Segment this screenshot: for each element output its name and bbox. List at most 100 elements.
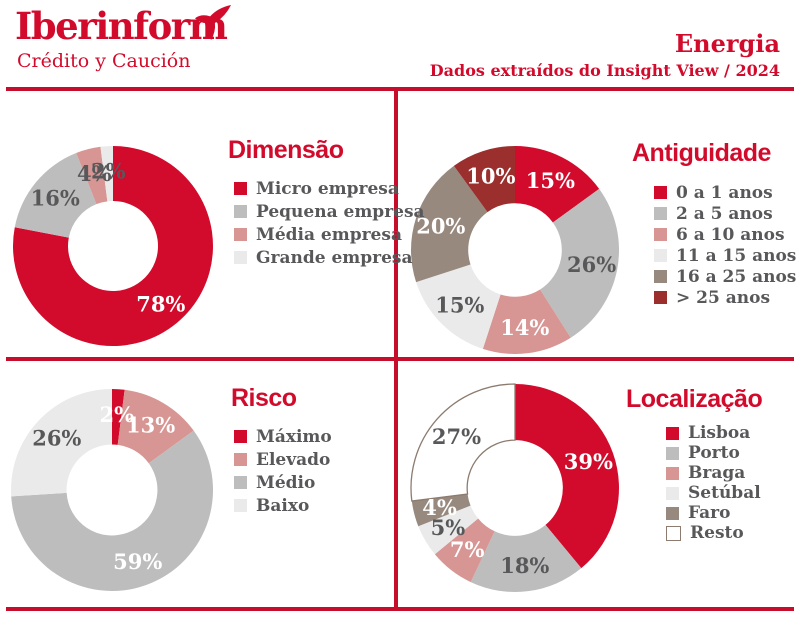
slice-value-label: 26% [32, 426, 81, 451]
donut-slice--25-anos [453, 146, 515, 213]
legend-label: 6 a 10 anos [676, 224, 785, 245]
slice-value-label: 15% [435, 293, 484, 318]
legend-swatch [654, 291, 667, 304]
legend-label: Elevado [256, 449, 331, 470]
legend-label: 11 a 15 anos [676, 245, 796, 266]
legend-label: 2 a 5 anos [676, 203, 773, 224]
legend-label: Porto [688, 443, 740, 463]
donut-slice-m-dio [11, 430, 214, 591]
divider-vertical [394, 91, 398, 607]
slice-value-label: 2% [100, 402, 135, 427]
legend-item: Grande empresa [234, 246, 425, 269]
legend-label: Médio [256, 472, 316, 493]
donut-slice-0-a-1-anos [515, 146, 600, 223]
risco-donut-chart: 2%13% 59% 26% [11, 389, 214, 591]
slice-value-label: 5% [431, 515, 466, 540]
legend-label: 0 a 1 anos [676, 182, 773, 203]
legend-item: > 25 anos [654, 287, 796, 308]
sector-title: Energia [674, 29, 780, 58]
divider-top [6, 87, 794, 91]
legend-swatch [234, 251, 247, 264]
legend-item: 0 a 1 anos [654, 182, 796, 203]
legend-label: > 25 anos [676, 287, 771, 308]
slice-value-label: 2% [91, 159, 126, 184]
legend-swatch [234, 476, 247, 489]
donut-slice-micro-empresa [12, 146, 213, 346]
legend-item: 2 a 5 anos [654, 203, 796, 224]
donut-slice-m-dia-empresa [76, 146, 108, 205]
slice-value-label: 4% [77, 161, 112, 186]
legend-swatch [654, 228, 667, 241]
legend-item: Elevado [234, 448, 332, 471]
donut-slice-faro [411, 494, 471, 527]
legend-item: Setúbal [666, 483, 761, 503]
legend-item: Média empresa [234, 223, 425, 246]
legend-item: Faro [666, 503, 761, 523]
legend-label: Máximo [256, 426, 332, 447]
antiguidade-donut-chart: 15% 26% 14% 15% 20%10% [410, 146, 620, 355]
slice-value-label: 59% [113, 549, 162, 574]
divider-bottom [6, 607, 794, 611]
legend-swatch [666, 525, 681, 541]
legend-label: Setúbal [688, 483, 761, 503]
legend-localizacao: Lisboa Porto Braga Setúbal Faro Resto [666, 423, 761, 543]
legend-item: Médio [234, 471, 332, 494]
divider-middle [6, 357, 794, 361]
iberinform-bird-icon [194, 4, 232, 41]
legend-swatch [666, 486, 679, 500]
legend-swatch [234, 499, 247, 512]
donut-slice-2-a-5-anos [540, 188, 620, 338]
legend-item: Lisboa [666, 423, 761, 443]
legend-label: Baixo [256, 495, 310, 516]
legend-swatch [666, 466, 679, 480]
legend-swatch [654, 249, 667, 262]
legend-item: Baixo [234, 494, 332, 517]
legend-item: Porto [666, 443, 761, 463]
slice-value-label: 7% [450, 537, 485, 562]
legend-label: Grande empresa [256, 247, 413, 268]
legend-label: Média empresa [256, 224, 402, 245]
legend-label: 16 a 25 anos [676, 266, 796, 287]
chart-title-antiguidade: Antiguidade [632, 139, 771, 167]
legend-label: Lisboa [688, 423, 751, 443]
donut-slice-grande-empresa [100, 146, 113, 202]
legend-item: 6 a 10 anos [654, 224, 796, 245]
donut-slice-baixo [11, 389, 112, 497]
legend-label: Resto [690, 523, 744, 543]
legend-swatch [234, 205, 247, 218]
legend-item: 16 a 25 anos [654, 266, 796, 287]
legend-item: Pequena empresa [234, 200, 425, 223]
legend-swatch [666, 426, 679, 440]
legend-swatch [234, 453, 247, 466]
slice-value-label: 26% [567, 252, 616, 277]
legend-label: Faro [688, 503, 731, 523]
chart-title-dimensao: Dimensão [228, 136, 344, 164]
donut-slice-m-ximo [112, 389, 125, 445]
localizacao-donut-chart: 39% 18% 7%5%4% 27% [410, 383, 619, 592]
slice-value-label: 10% [466, 163, 515, 188]
slice-value-label: 16% [31, 186, 80, 211]
slice-value-label: 18% [500, 553, 549, 578]
dimensao-donut-chart: 78% 16%4%2% [12, 146, 213, 346]
legend-swatch [654, 207, 667, 220]
legend-item: Braga [666, 463, 761, 483]
donut-slice-pequena-empresa [14, 153, 97, 238]
slice-value-label: 15% [526, 168, 575, 193]
donut-slice-6-a-10-anos [482, 289, 571, 355]
donut-slice-11-a-15-anos [416, 264, 501, 349]
donut-slice-braga [434, 518, 495, 583]
legend-item: Máximo [234, 425, 332, 448]
legend-swatch [666, 506, 679, 520]
donut-slice-16-a-25-anos [410, 165, 488, 283]
legend-swatch [234, 430, 247, 443]
donut-slice-resto [410, 383, 516, 502]
donut-slice-elevado [117, 389, 194, 464]
legend-item: 11 a 15 anos [654, 245, 796, 266]
legend-risco: Máximo Elevado Médio Baixo [234, 425, 332, 517]
slice-value-label: 78% [136, 291, 185, 316]
logo-tagline: Crédito y Caución [17, 50, 191, 72]
iberinform-logo-wordmark: Iberinform [15, 4, 228, 48]
slice-value-label: 14% [500, 315, 549, 340]
donut-slice-porto [470, 524, 582, 592]
